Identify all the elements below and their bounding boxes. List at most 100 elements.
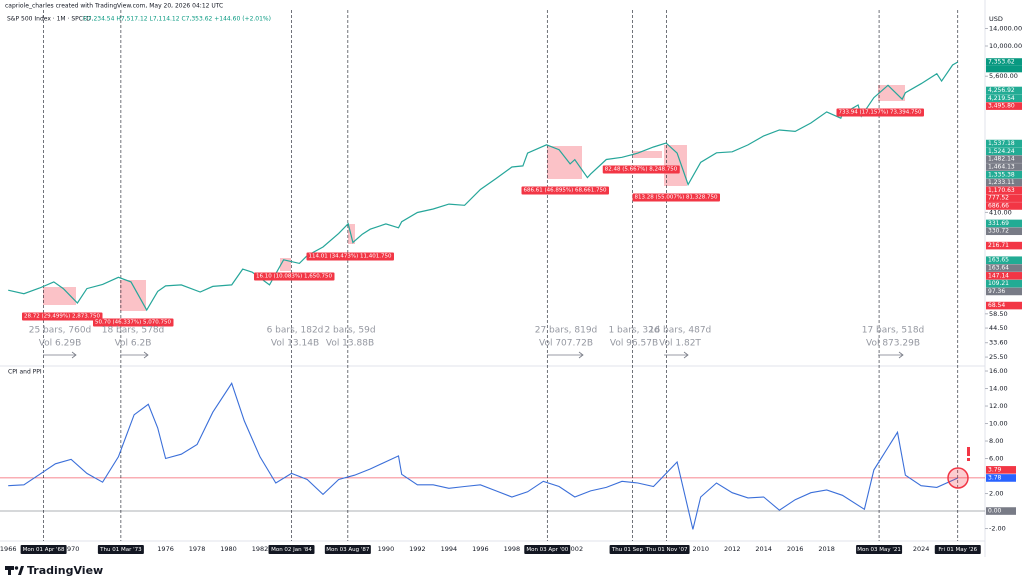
price-tag-label: 97.36	[988, 288, 1005, 295]
pane-title: CPI and PPI	[8, 369, 42, 376]
marker-label: Fri 01 May '26	[938, 547, 977, 553]
marker-label: Mon 01 Apr '68	[23, 547, 65, 553]
measure-box	[602, 165, 680, 174]
price-tag-label: 777.52	[988, 195, 1009, 202]
y-tick-label: -2.00	[989, 525, 1006, 533]
measure-change: 28.72 (29.499%) 2,873.750	[24, 314, 100, 320]
currency: USD	[989, 15, 1003, 23]
logo-slash	[18, 566, 24, 575]
price-tag-label: 1,482.14	[988, 156, 1015, 163]
marker-tag	[643, 545, 690, 554]
measure-volume: Vol 13.88B	[326, 339, 374, 349]
price-tag	[986, 202, 1022, 210]
marker-tag	[268, 545, 315, 554]
price-tag-label: 331.69	[988, 220, 1009, 227]
range-arrow	[43, 351, 77, 359]
shapes	[43, 85, 905, 311]
x-tick-label: 1970	[63, 545, 80, 553]
series-line	[8, 61, 959, 312]
price-tag-label: 1,170.63	[988, 187, 1015, 194]
y-tick-label: 44.50	[989, 324, 1008, 332]
level-tag	[986, 507, 1016, 515]
measure-change: 50.70 (46.337%) 5,070.750	[95, 320, 171, 326]
price-tag-label: 7,353.62	[988, 59, 1015, 66]
price-tag-label: 163.64	[988, 265, 1009, 272]
measure-volume: Vol 96.57B	[610, 339, 658, 349]
y-tick-label: 58.50	[989, 310, 1008, 318]
measure-bars: 17 bars, 518d	[862, 326, 925, 336]
level-tag-label: 3.79	[988, 466, 1002, 473]
marker-label: Thu 01 Sep '05	[611, 547, 654, 553]
y-tick-label: 2.00	[989, 490, 1003, 498]
marker-tag	[97, 545, 144, 554]
price-tag-label: 109.21	[988, 280, 1009, 287]
price-tag-label: 1,524.24	[988, 148, 1015, 155]
y-tick-label: 8.00	[989, 437, 1003, 445]
measure-box	[254, 272, 335, 281]
price-tag	[986, 155, 1022, 163]
range-arrow	[547, 351, 584, 359]
range-box	[43, 287, 76, 305]
range-arrow	[664, 351, 689, 359]
price-tag	[986, 163, 1022, 171]
y-tick-label: 16.00	[989, 367, 1008, 375]
price-tag	[986, 287, 1022, 296]
measure-box	[632, 193, 720, 202]
price-tag-label: 1,464.13	[988, 163, 1015, 170]
marker-tag	[20, 545, 67, 554]
price-tag-label: 4,256.92	[988, 87, 1015, 94]
x-tick-label: 1976	[157, 545, 174, 553]
marker-label: Thu 01 Mar '73	[99, 547, 142, 553]
marker-tag	[324, 545, 371, 554]
measure-box	[836, 108, 924, 117]
y-tick-label: 410.00	[989, 208, 1012, 216]
y-tick-label: 14,000.00	[989, 24, 1022, 32]
marker-label: Mon 03 May '21	[857, 547, 901, 553]
price-tag-label: 330.72	[988, 228, 1009, 235]
measure-volume: Vol 1.82T	[659, 339, 701, 349]
symbol: S&P 500 Index · 1M · SPCFD	[7, 16, 91, 23]
price-tag	[986, 178, 1022, 187]
measure-box	[306, 252, 394, 261]
price-tag	[986, 256, 1022, 265]
marker-tag	[934, 545, 981, 554]
measure-bars: 18 bars, 578d	[102, 326, 165, 336]
measure-change: 733.94 (17.157%) 73,394.750	[839, 110, 922, 116]
measure-volume: Vol 873.29B	[866, 339, 920, 349]
price-tag	[986, 147, 1022, 156]
measure-change: 16.10 (10.083%) 1,650.750	[256, 274, 332, 280]
y-tick-label: 14.00	[989, 385, 1008, 393]
level-tag-label: 3.78	[988, 474, 1002, 481]
x-tick-label: 1998	[504, 545, 521, 553]
price-tag	[986, 58, 1022, 66]
marker-label: Mon 03 Apr '00	[526, 547, 568, 553]
measure-bars: 16 bars, 487d	[649, 326, 712, 336]
price-tag	[986, 94, 1022, 103]
marker-label: Thu 01 Nov '07	[645, 547, 688, 553]
range-arrow	[878, 351, 904, 359]
y-tick-label: 12.00	[989, 402, 1008, 410]
ohlc: O7,234.54 H7,517.12 L7,114.12 C7,353.62 …	[83, 16, 271, 23]
price-tag	[986, 219, 1022, 228]
price-tag	[986, 241, 1022, 250]
price-tag-label: 3,495.80	[988, 103, 1015, 110]
price-tag-label: 147.14	[988, 272, 1009, 279]
x-tick-label: 2014	[755, 545, 772, 553]
alert-dot	[967, 458, 970, 461]
price-tag-label: 4,219.54	[988, 95, 1015, 102]
brand-logo	[5, 566, 24, 575]
x-tick-label: 2002	[567, 545, 584, 553]
marker-tag	[524, 545, 571, 554]
plot: 14,000.00 10,000.00 5,600.00 410.00 58.50 44.…	[0, 10, 1022, 554]
range-box	[878, 85, 905, 101]
level-tag-label: 0.00	[988, 508, 1002, 515]
measure-volume: Vol 13.14B	[271, 339, 319, 349]
range-box	[633, 151, 662, 158]
logo-dot	[14, 566, 19, 570]
measure-box	[93, 318, 174, 327]
price-tag-label: 216.71	[988, 242, 1009, 249]
measure-bars: 2 bars, 59d	[324, 326, 375, 336]
series-line	[8, 382, 959, 530]
